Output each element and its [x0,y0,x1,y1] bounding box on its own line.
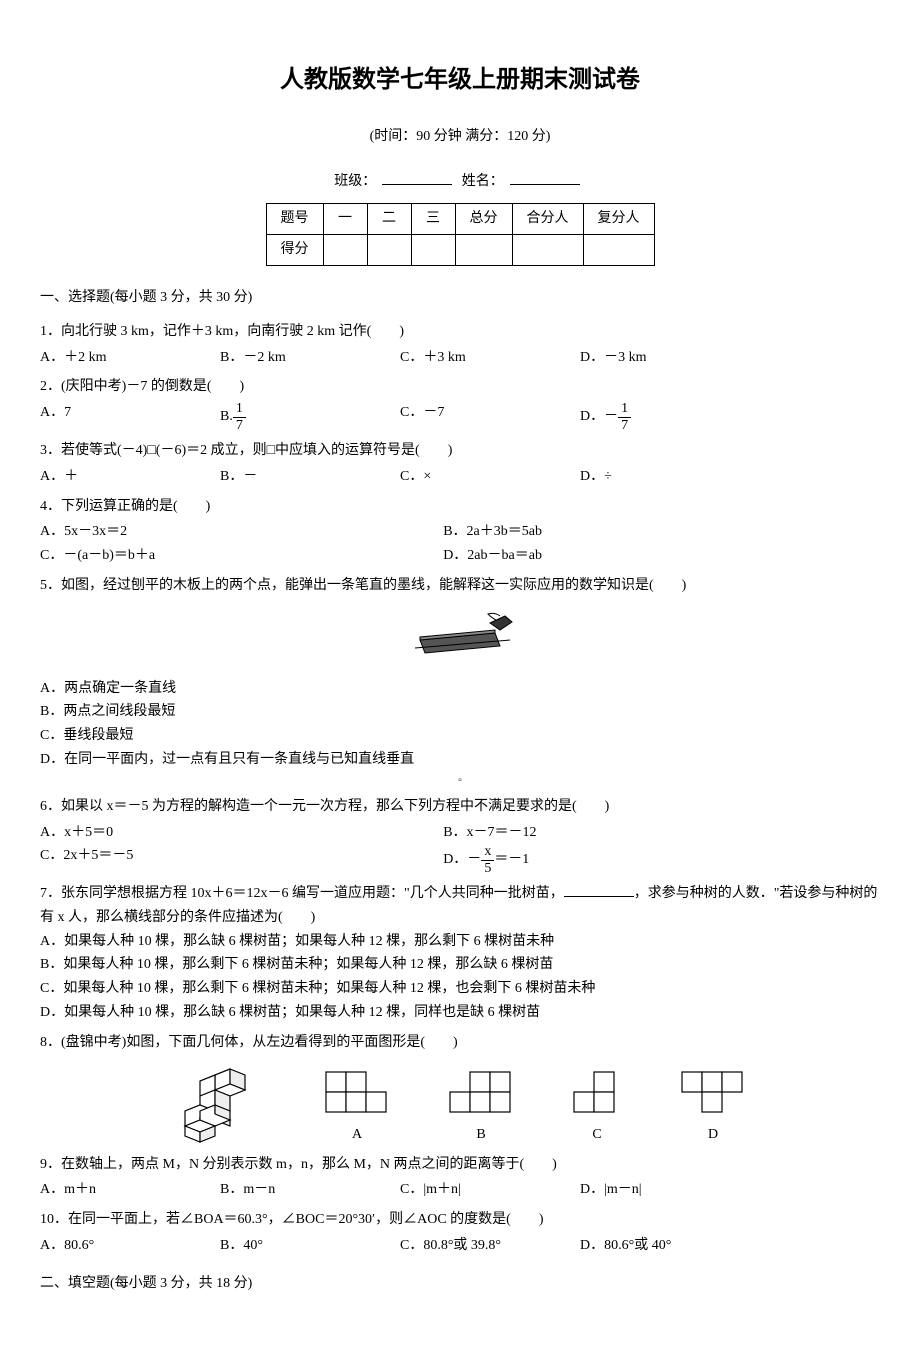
class-blank[interactable] [382,169,452,185]
q9-a: A．m＋n [40,1178,180,1202]
q6-d: D．－x5＝－1 [443,844,846,876]
q6-b: B．x－7＝－12 [443,821,846,845]
placeholder-dot: ▫ [40,772,880,789]
q2-b: B.17 [220,401,360,433]
q4-a: A．5x－3x＝2 [40,520,443,544]
q6-text: 6．如果以 x＝－5 为方程的解构造一个一元一次方程，那么下列方程中不满足要求的… [40,795,880,819]
th-grader: 合分人 [512,204,583,235]
q5-a: A．两点确定一条直线 [40,677,880,701]
q5-d: D．在同一平面内，过一点有且只有一条直线与已知直线垂直 [40,748,880,772]
question-10: 10．在同一平面上，若∠BOA＝60.3°，∠BOC＝20°30′，则∠AOC … [40,1208,880,1258]
grader-cell[interactable] [512,235,583,266]
q4-b: B．2a＋3b＝5ab [443,520,846,544]
q1-a: A．＋2 km [40,346,180,370]
score-3[interactable] [411,235,455,266]
q10-c: C．80.8°或 39.8° [400,1234,540,1258]
q5-c: C．垂线段最短 [40,724,880,748]
score-label: 得分 [266,235,323,266]
q2-c: C．－7 [400,401,540,433]
question-3: 3．若使等式(－4)□(－6)＝2 成立，则□中应填入的运算符号是( ) A．＋… [40,439,880,489]
q8-option-d: D [681,1071,745,1147]
q6-a: A．x＋5＝0 [40,821,443,845]
q10-text: 10．在同一平面上，若∠BOA＝60.3°，∠BOC＝20°30′，则∠AOC … [40,1208,880,1232]
time-score: (时间：90 分钟 满分：120 分) [40,125,880,149]
name-blank[interactable] [510,169,580,185]
q8-option-b: B [449,1071,513,1147]
q8-option-a: A [325,1071,389,1147]
section-1-header: 一、选择题(每小题 3 分，共 30 分) [40,286,880,310]
section-2-header: 二、填空题(每小题 3 分，共 18 分) [40,1272,880,1296]
main-title: 人教版数学七年级上册期末测试卷 [40,60,880,101]
q9-d: D．|m－n| [580,1178,720,1202]
score-1[interactable] [323,235,367,266]
q7-blank [564,883,634,897]
q9-c: C．|m＋n| [400,1178,540,1202]
th-1: 一 [323,204,367,235]
th-num: 题号 [266,204,323,235]
q5-figure [40,608,880,667]
question-9: 9．在数轴上，两点 M，N 分别表示数 m，n，那么 M，N 两点之间的距离等于… [40,1153,880,1203]
q7-text: 7．张东同学想根据方程 10x＋6＝12x－6 编写一道应用题："几个人共同种一… [40,882,880,930]
q3-b: B．－ [220,465,360,489]
th-total: 总分 [455,204,512,235]
q1-b: B．－2 km [220,346,360,370]
class-label: 班级： [334,174,376,189]
reviewer-cell[interactable] [583,235,654,266]
score-table: 题号 一 二 三 总分 合分人 复分人 得分 [266,203,655,266]
q10-d: D．80.6°或 40° [580,1234,720,1258]
name-label: 姓名： [462,174,504,189]
score-2[interactable] [367,235,411,266]
q8-option-c: C [573,1071,621,1147]
q4-d: D．2ab－ba＝ab [443,544,846,568]
q7-d: D．如果每人种 10 棵，那么缺 6 棵树苗；如果每人种 12 棵，同样也是缺 … [40,1001,880,1025]
q4-text: 4．下列运算正确的是( ) [40,495,880,519]
th-2: 二 [367,204,411,235]
q10-a: A．80.6° [40,1234,180,1258]
question-5: 5．如图，经过刨平的木板上的两个点，能弹出一条笔直的墨线，能解释这一实际应用的数… [40,574,880,789]
q4-c: C．－(a－b)＝b＋a [40,544,443,568]
q1-d: D．－3 km [580,346,720,370]
q2-d: D．－17 [580,401,720,433]
q8-solid [175,1067,265,1147]
q3-c: C．× [400,465,540,489]
question-6: 6．如果以 x＝－5 为方程的解构造一个一元一次方程，那么下列方程中不满足要求的… [40,795,880,876]
q7-a: A．如果每人种 10 棵，那么缺 6 棵树苗；如果每人种 12 棵，那么剩下 6… [40,930,880,954]
q5-b: B．两点之间线段最短 [40,700,880,724]
q2-a: A．7 [40,401,180,433]
q3-a: A．＋ [40,465,180,489]
q8-text: 8．(盘锦中考)如图，下面几何体，从左边看得到的平面图形是( ) [40,1031,880,1055]
th-reviewer: 复分人 [583,204,654,235]
q1-c: C．＋3 km [400,346,540,370]
class-name-line: 班级： 姓名： [40,169,880,194]
question-2: 2．(庆阳中考)－7 的倒数是( ) A．7 B.17 C．－7 D．－17 [40,375,880,433]
q6-c: C．2x＋5＝－5 [40,844,443,876]
q3-d: D．÷ [580,465,720,489]
q7-b: B．如果每人种 10 棵，那么剩下 6 棵树苗未种；如果每人种 12 棵，那么缺… [40,953,880,977]
score-total[interactable] [455,235,512,266]
q3-text: 3．若使等式(－4)□(－6)＝2 成立，则□中应填入的运算符号是( ) [40,439,880,463]
question-4: 4．下列运算正确的是( ) A．5x－3x＝2 B．2a＋3b＝5ab C．－(… [40,495,880,568]
q9-text: 9．在数轴上，两点 M，N 分别表示数 m，n，那么 M，N 两点之间的距离等于… [40,1153,880,1177]
q10-b: B．40° [220,1234,360,1258]
question-1: 1．向北行驶 3 km，记作＋3 km，向南行驶 2 km 记作( ) A．＋2… [40,320,880,370]
q5-text: 5．如图，经过刨平的木板上的两个点，能弹出一条笔直的墨线，能解释这一实际应用的数… [40,574,880,598]
question-7: 7．张东同学想根据方程 10x＋6＝12x－6 编写一道应用题："几个人共同种一… [40,882,880,1025]
question-8: 8．(盘锦中考)如图，下面几何体，从左边看得到的平面图形是( ) [40,1031,880,1147]
q1-text: 1．向北行驶 3 km，记作＋3 km，向南行驶 2 km 记作( ) [40,320,880,344]
q9-b: B．m－n [220,1178,360,1202]
q2-text: 2．(庆阳中考)－7 的倒数是( ) [40,375,880,399]
th-3: 三 [411,204,455,235]
q7-c: C．如果每人种 10 棵，那么剩下 6 棵树苗未种；如果每人种 12 棵，也会剩… [40,977,880,1001]
